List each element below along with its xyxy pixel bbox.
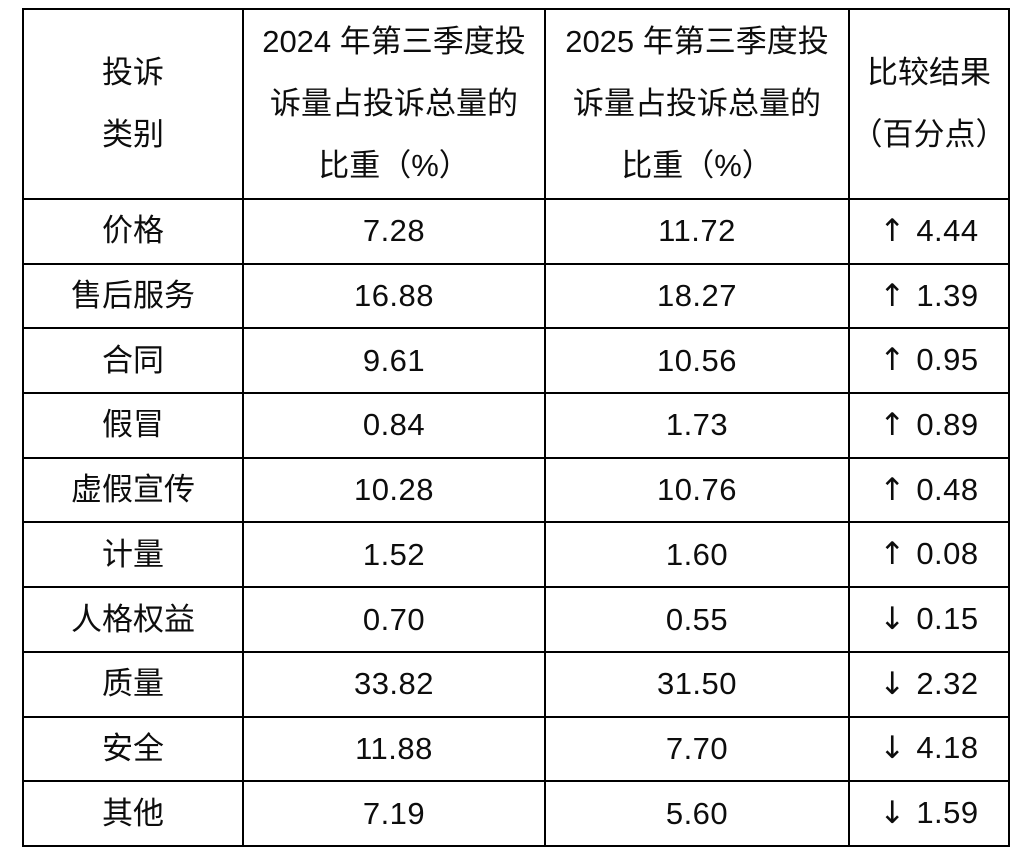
comparison-cell: ↑ 0.08 <box>848 521 1010 589</box>
table-row: 合同 9.61 10.56 ↑ 0.95 <box>22 327 1010 395</box>
value-2025-cell: 1.60 <box>544 521 850 589</box>
value-2025-cell: 31.50 <box>544 650 850 718</box>
comparison-cell: ↓ 1.59 <box>848 780 1010 847</box>
value-2024-cell: 11.88 <box>242 715 546 783</box>
category-cell: 虚假宣传 <box>22 456 244 524</box>
value-2025-cell: 18.27 <box>544 262 850 330</box>
value-2024-cell: 16.88 <box>242 262 546 330</box>
value-2024-cell: 0.84 <box>242 392 546 459</box>
value-2025-cell: 10.56 <box>544 327 850 395</box>
comparison-cell: ↑ 0.95 <box>848 327 1010 395</box>
table-row: 其他 7.19 5.60 ↓ 1.59 <box>22 780 1010 847</box>
table-row: 假冒 0.84 1.73 ↑ 0.89 <box>22 392 1010 459</box>
table-row: 价格 7.28 11.72 ↑ 4.44 <box>22 198 1010 265</box>
comparison-cell: ↑ 1.39 <box>848 262 1010 330</box>
up-arrow-icon: ↑ <box>879 342 906 379</box>
value-2024-cell: 9.61 <box>242 327 546 395</box>
change-value: 2.32 <box>916 665 979 701</box>
change-value: 0.08 <box>916 536 979 572</box>
up-arrow-icon: ↑ <box>879 212 906 249</box>
table-header: 投诉 类别 2024 年第三季度投 诉量占投诉总量的 比重（%） 2025 年第… <box>22 8 1010 200</box>
down-arrow-icon: ↓ <box>879 795 906 832</box>
value-2024-cell: 0.70 <box>242 586 546 653</box>
value-2025-cell: 1.73 <box>544 392 850 459</box>
value-2025-cell: 7.70 <box>544 715 850 783</box>
up-arrow-icon: ↑ <box>879 536 906 573</box>
table-row: 人格权益 0.70 0.55 ↓ 0.15 <box>22 586 1010 653</box>
header-2024-share: 2024 年第三季度投 诉量占投诉总量的 比重（%） <box>242 8 546 200</box>
value-2024-cell: 7.28 <box>242 198 546 265</box>
change-value: 0.15 <box>916 601 979 637</box>
category-cell: 安全 <box>22 715 244 783</box>
header-row: 投诉 类别 2024 年第三季度投 诉量占投诉总量的 比重（%） 2025 年第… <box>22 8 1010 200</box>
table-row: 质量 33.82 31.50 ↓ 2.32 <box>22 650 1010 718</box>
change-value: 0.95 <box>916 342 979 378</box>
category-cell: 售后服务 <box>22 262 244 330</box>
value-2025-cell: 0.55 <box>544 586 850 653</box>
category-cell: 其他 <box>22 780 244 847</box>
up-arrow-icon: ↑ <box>879 277 906 314</box>
header-2025-share: 2025 年第三季度投 诉量占投诉总量的 比重（%） <box>544 8 850 200</box>
value-2025-cell: 11.72 <box>544 198 850 265</box>
change-value: 0.89 <box>916 406 979 442</box>
category-cell: 计量 <box>22 521 244 589</box>
value-2025-cell: 5.60 <box>544 780 850 847</box>
change-value: 1.39 <box>916 277 979 313</box>
category-cell: 质量 <box>22 650 244 718</box>
table-row: 计量 1.52 1.60 ↑ 0.08 <box>22 521 1010 589</box>
header-comparison-result: 比较结果 （百分点） <box>848 8 1010 200</box>
change-value: 1.59 <box>916 795 979 831</box>
change-value: 0.48 <box>916 471 979 507</box>
category-cell: 价格 <box>22 198 244 265</box>
change-value: 4.44 <box>916 212 979 248</box>
table-row: 虚假宣传 10.28 10.76 ↑ 0.48 <box>22 456 1010 524</box>
comparison-cell: ↑ 0.48 <box>848 456 1010 524</box>
value-2024-cell: 33.82 <box>242 650 546 718</box>
table-row: 安全 11.88 7.70 ↓ 4.18 <box>22 715 1010 783</box>
category-cell: 假冒 <box>22 392 244 459</box>
complaint-comparison-table: 投诉 类别 2024 年第三季度投 诉量占投诉总量的 比重（%） 2025 年第… <box>22 8 1010 847</box>
comparison-cell: ↓ 4.18 <box>848 715 1010 783</box>
value-2024-cell: 7.19 <box>242 780 546 847</box>
comparison-cell: ↑ 0.89 <box>848 392 1010 459</box>
comparison-cell: ↓ 0.15 <box>848 586 1010 653</box>
header-category: 投诉 类别 <box>22 8 244 200</box>
up-arrow-icon: ↑ <box>879 406 906 443</box>
value-2025-cell: 10.76 <box>544 456 850 524</box>
down-arrow-icon: ↓ <box>879 730 906 767</box>
comparison-cell: ↑ 4.44 <box>848 198 1010 265</box>
change-value: 4.18 <box>916 730 979 766</box>
table-body: 价格 7.28 11.72 ↑ 4.44 售后服务 16.88 18.27 ↑ 1.… <box>22 198 1010 847</box>
value-2024-cell: 1.52 <box>242 521 546 589</box>
table-row: 售后服务 16.88 18.27 ↑ 1.39 <box>22 262 1010 330</box>
category-cell: 人格权益 <box>22 586 244 653</box>
category-cell: 合同 <box>22 327 244 395</box>
comparison-cell: ↓ 2.32 <box>848 650 1010 718</box>
down-arrow-icon: ↓ <box>879 601 906 638</box>
up-arrow-icon: ↑ <box>879 471 906 508</box>
down-arrow-icon: ↓ <box>879 665 906 702</box>
value-2024-cell: 10.28 <box>242 456 546 524</box>
